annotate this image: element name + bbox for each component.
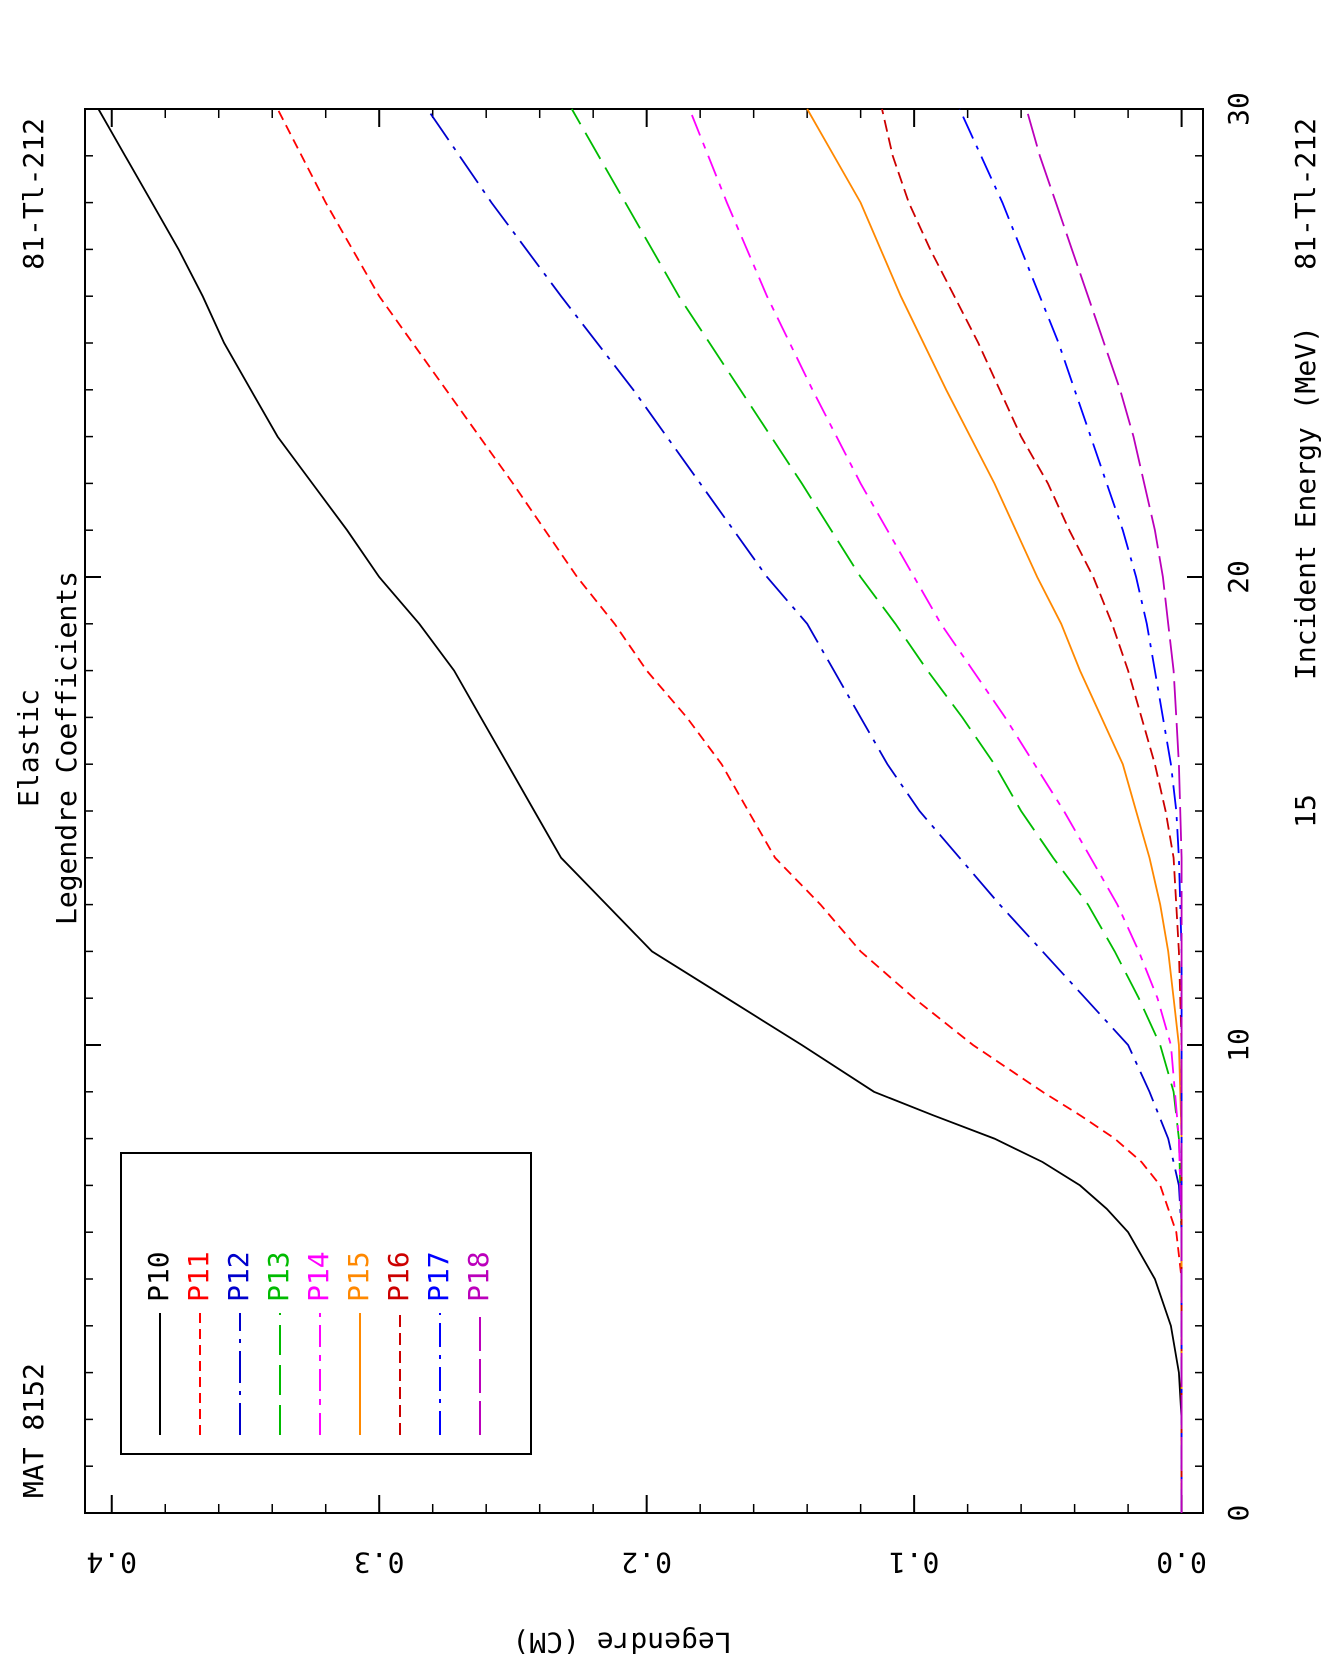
legend-label-p12: P12 <box>222 1251 255 1302</box>
axis-ticks: 0 10 20 30 <box>85 92 1255 1521</box>
x-tick-label: 30 <box>1222 92 1255 126</box>
y-axis-label: Legendre (CM) <box>512 1626 731 1659</box>
y-tick-label: 0.0 <box>1156 1546 1207 1579</box>
y-tick-label: 0.1 <box>889 1546 940 1579</box>
legend-label-p11: P11 <box>182 1251 215 1302</box>
legend-label-p18: P18 <box>462 1251 495 1302</box>
series-line-p14 <box>688 108 1183 1513</box>
y-tick-label: 0.4 <box>86 1546 137 1579</box>
y-tick-labels: 0.0 0.1 0.2 0.3 0.4 <box>86 1546 1206 1579</box>
legend-label-p15: P15 <box>342 1251 375 1302</box>
y-tick-label: 0.3 <box>354 1546 405 1579</box>
x-tick-label: 0 <box>1222 1505 1255 1522</box>
legend-label-p10: P10 <box>142 1251 175 1302</box>
id-label-top: 81-Tl-212 <box>17 118 50 270</box>
rotated-plot: 0 10 20 30 P10 P11 P12 P13 P14 P15 P16 P17 P18 MAT … <box>12 92 1322 1521</box>
text-labels: MAT 8152 Elastic Legendre Coefficients 8… <box>12 118 1322 1498</box>
series-line-p10 <box>97 108 1183 1513</box>
x-axis-label: Incident Energy (MeV) <box>1289 326 1322 680</box>
legend-label-p17: P17 <box>422 1251 455 1302</box>
x-tick-label: 10 <box>1222 1028 1255 1062</box>
series-line-p18 <box>1025 108 1183 1513</box>
legend-label-p16: P16 <box>382 1251 415 1302</box>
series-line-p11 <box>276 108 1183 1513</box>
x-minor-tick-label: 15 <box>1289 794 1322 828</box>
title-line1: Elastic <box>12 689 45 807</box>
legend-box <box>120 1152 532 1455</box>
legend: P10 P11 P12 P13 P14 P15 P16 P17 P18 <box>120 1152 532 1455</box>
mat-label: MAT 8152 <box>17 1363 50 1498</box>
id-label-bottom: 81-Tl-212 <box>1289 118 1322 270</box>
series-line-p17 <box>958 108 1183 1513</box>
title-line2: Legendre Coefficients <box>50 571 83 925</box>
series-line-p16 <box>881 108 1183 1513</box>
y-tick-label: 0.2 <box>621 1546 672 1579</box>
series-line-p13 <box>571 108 1183 1513</box>
x-tick-label: 20 <box>1222 560 1255 594</box>
legend-label-p14: P14 <box>302 1251 335 1302</box>
legend-label-p13: P13 <box>262 1251 295 1302</box>
series-lines <box>97 108 1183 1513</box>
series-line-p15 <box>806 108 1183 1513</box>
